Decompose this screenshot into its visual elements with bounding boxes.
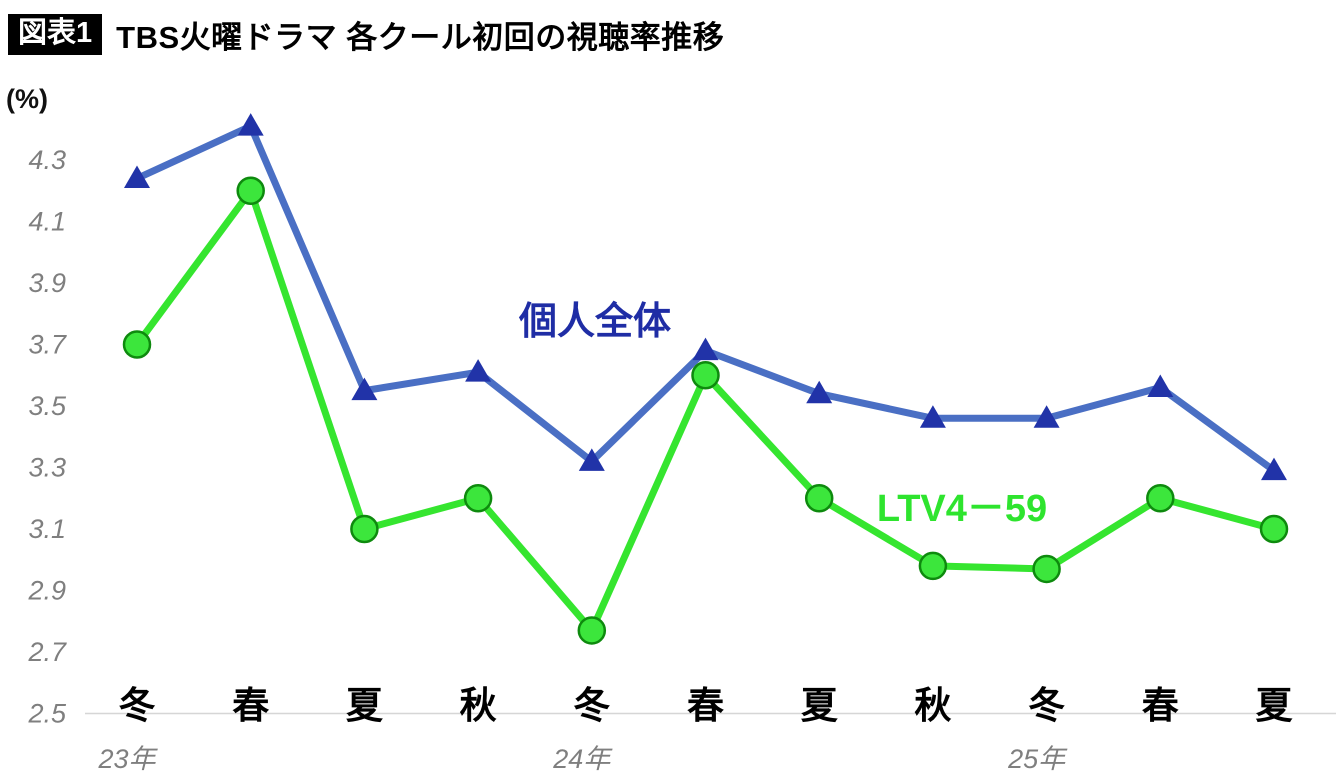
data-point-kojin-zentai xyxy=(237,113,264,136)
data-point-kojin-zentai xyxy=(1033,405,1060,428)
x-category-label: 春 xyxy=(232,685,269,726)
y-tick-label: 2.5 xyxy=(27,699,67,729)
year-label: 24年 xyxy=(552,744,613,774)
data-point-ltv4-59 xyxy=(236,176,265,205)
y-tick-label: 3.9 xyxy=(28,268,66,298)
figure-title: TBS火曜ドラマ 各クール初回の視聴率推移 xyxy=(116,20,725,55)
data-point-ltv4-59 xyxy=(804,484,834,513)
data-point-kojin-zentai xyxy=(692,337,719,361)
x-category-label: 春 xyxy=(1142,685,1179,726)
data-point-ltv4-59 xyxy=(1032,554,1061,584)
x-category-label: 夏 xyxy=(1256,685,1294,726)
y-tick-label: 3.1 xyxy=(28,514,66,544)
data-point-kojin-zentai xyxy=(351,377,378,401)
data-point-kojin-zentai xyxy=(1261,457,1287,481)
data-point-kojin-zentai xyxy=(919,405,946,428)
series-label-kojin-zentai: 個人全体 xyxy=(518,300,671,343)
data-point-ltv4-59 xyxy=(577,616,607,645)
x-category-label: 春 xyxy=(687,685,724,726)
data-point-kojin-zentai xyxy=(806,380,833,404)
series-label-ltv4-59: LTV4－59 xyxy=(877,488,1047,530)
data-point-ltv4-59 xyxy=(463,484,493,513)
y-tick-label: 4.1 xyxy=(28,207,66,237)
x-category-label: 夏 xyxy=(346,685,384,726)
data-point-kojin-zentai xyxy=(1147,374,1174,398)
y-tick-label: 3.5 xyxy=(28,391,67,421)
x-category-label: 秋 xyxy=(914,685,951,726)
y-tick-label: 3.7 xyxy=(28,330,67,360)
x-category-label: 冬 xyxy=(573,685,610,726)
y-tick-label: 2.7 xyxy=(27,637,67,667)
x-category-label: 夏 xyxy=(801,685,839,726)
data-point-kojin-zentai xyxy=(124,165,150,188)
year-label: 23年 xyxy=(97,744,158,774)
data-point-ltv4-59 xyxy=(691,361,720,390)
data-point-ltv4-59 xyxy=(918,551,948,581)
y-tick-label: 4.3 xyxy=(28,145,66,175)
data-point-ltv4-59 xyxy=(1146,484,1175,513)
year-label: 25年 xyxy=(1007,744,1068,774)
data-point-kojin-zentai xyxy=(578,448,605,471)
x-category-label: 冬 xyxy=(1028,685,1065,726)
series-line-kojin-zentai xyxy=(133,122,1278,475)
y-tick-label: 2.9 xyxy=(27,576,66,606)
y-tick-label: 3.3 xyxy=(28,453,66,483)
data-point-ltv4-59 xyxy=(1259,514,1289,544)
data-point-ltv4-59 xyxy=(350,514,379,544)
data-point-ltv4-59 xyxy=(122,330,152,359)
x-category-label: 冬 xyxy=(119,685,156,726)
figure-header: 図表1 TBS火曜ドラマ 各クール初回の視聴率推移 xyxy=(8,12,724,57)
figure-badge: 図表1 xyxy=(8,13,103,56)
x-category-label: 秋 xyxy=(460,685,497,726)
y-axis-unit-label: (%) xyxy=(6,84,48,114)
data-point-kojin-zentai xyxy=(465,359,492,382)
